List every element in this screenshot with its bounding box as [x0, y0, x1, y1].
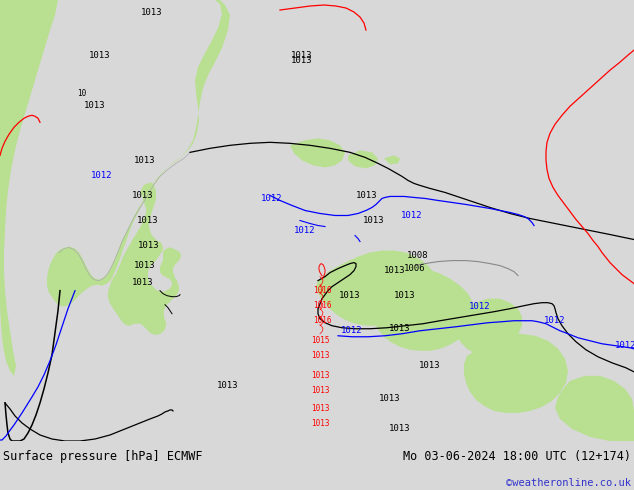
Text: 1013: 1013 [394, 291, 416, 300]
Polygon shape [348, 150, 378, 169]
Text: 1013: 1013 [339, 291, 361, 300]
Text: 1013: 1013 [311, 351, 329, 360]
Polygon shape [464, 334, 568, 413]
Text: 1013: 1013 [389, 424, 411, 434]
Polygon shape [47, 0, 230, 307]
Text: 1012: 1012 [401, 211, 423, 220]
Text: 1016: 1016 [313, 286, 331, 295]
Text: 1013: 1013 [89, 50, 111, 60]
Polygon shape [0, 0, 58, 376]
Text: 10: 10 [77, 89, 87, 98]
Text: 1013: 1013 [311, 371, 329, 380]
Text: 1013: 1013 [291, 50, 313, 60]
Text: 1013: 1013 [419, 361, 441, 370]
Text: 1013: 1013 [134, 261, 156, 270]
Text: 1012: 1012 [544, 316, 566, 325]
Text: 1016: 1016 [313, 301, 331, 310]
Text: Surface pressure [hPa] ECMWF: Surface pressure [hPa] ECMWF [3, 450, 203, 463]
Text: 1013: 1013 [311, 387, 329, 395]
Text: 1006: 1006 [404, 264, 426, 273]
Text: 1013: 1013 [138, 241, 160, 250]
Text: 1013: 1013 [311, 419, 329, 428]
Polygon shape [108, 182, 181, 335]
Text: 1013: 1013 [379, 394, 401, 403]
Text: Mo 03-06-2024 18:00 UTC (12+174): Mo 03-06-2024 18:00 UTC (12+174) [403, 450, 631, 463]
Text: 1013: 1013 [134, 156, 156, 165]
Text: 1013: 1013 [141, 7, 163, 17]
Text: 1016: 1016 [313, 316, 331, 325]
Text: 1013: 1013 [356, 191, 378, 200]
Polygon shape [370, 269, 475, 351]
Text: 1012: 1012 [615, 341, 634, 350]
Text: 1012: 1012 [469, 302, 491, 311]
Text: 1015: 1015 [311, 336, 329, 345]
Polygon shape [451, 299, 522, 355]
Text: 1013: 1013 [384, 266, 406, 275]
Text: 1013: 1013 [363, 216, 385, 225]
Text: 1013: 1013 [291, 56, 313, 65]
Text: 1013: 1013 [84, 101, 106, 110]
Text: 1012: 1012 [294, 226, 316, 235]
Text: 1013: 1013 [137, 216, 158, 225]
Polygon shape [316, 250, 441, 326]
Polygon shape [384, 155, 400, 164]
Text: 1013: 1013 [217, 381, 239, 391]
Text: ©weatheronline.co.uk: ©weatheronline.co.uk [506, 478, 631, 488]
Text: 1012: 1012 [261, 194, 283, 203]
Polygon shape [555, 376, 634, 441]
Text: 1013: 1013 [389, 324, 411, 333]
Text: 1013: 1013 [133, 278, 154, 287]
Text: 1013: 1013 [133, 191, 154, 200]
Text: 1013: 1013 [311, 404, 329, 414]
Text: 1012: 1012 [341, 326, 363, 335]
Text: 1012: 1012 [91, 171, 113, 180]
Polygon shape [290, 138, 345, 168]
Text: 1008: 1008 [407, 251, 429, 260]
